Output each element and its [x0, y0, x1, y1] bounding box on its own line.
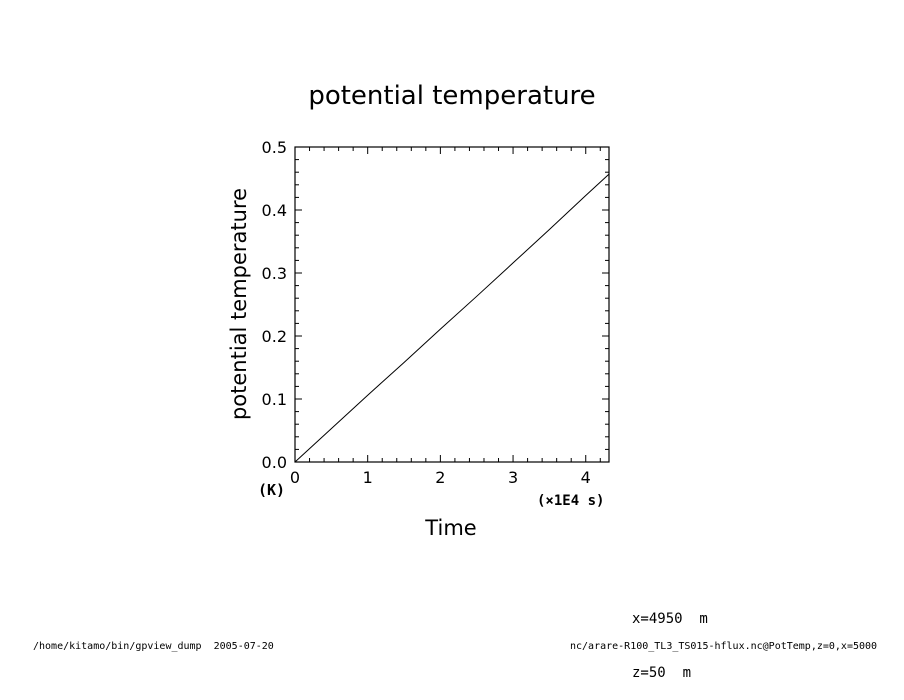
- footer-right: nc/arare-R100_TL3_TS015-hflux.nc@PotTemp…: [570, 641, 878, 652]
- chart: potential temperature 0 1 2 3 40.00.10.20.30…: [227, 81, 610, 540]
- x-axis-label: Time: [424, 516, 476, 540]
- x-tick-label: 2: [435, 468, 445, 487]
- x-coordinate: x=4950 m: [632, 611, 708, 627]
- z-coordinate: z=50 m: [632, 665, 692, 681]
- y-tick-label: 0.1: [262, 390, 287, 409]
- y-axis-label: potential temperature: [227, 188, 251, 420]
- series-line: [294, 173, 610, 463]
- y-tick-label: 0.3: [262, 264, 287, 283]
- y-tick-label: 0.2: [262, 327, 287, 346]
- y-axis-unit: (K): [258, 481, 285, 499]
- y-tick-label: 0.4: [262, 201, 287, 220]
- plot-frame: [294, 146, 610, 463]
- y-tick-label: 0.0: [262, 453, 287, 472]
- plot-area: 0 1 2 3 4 0.0 0.1 0.2 0.3 0.4 0.5: [262, 138, 610, 487]
- x-tick-label: 0: [290, 468, 300, 487]
- x-tick-label: 1: [363, 468, 373, 487]
- x-tick-label: 4: [581, 468, 591, 487]
- footer-left: /home/kitamo/bin/gpview_dump 2005-07-20: [33, 641, 274, 652]
- x-axis-unit: (×1E4 s): [537, 493, 604, 509]
- x-tick-label: 3: [508, 468, 518, 487]
- chart-title: potential temperature: [308, 81, 595, 111]
- y-tick-label: 0.5: [262, 138, 287, 157]
- coordinate-info: x=4950 m z=50 m: [632, 574, 708, 700]
